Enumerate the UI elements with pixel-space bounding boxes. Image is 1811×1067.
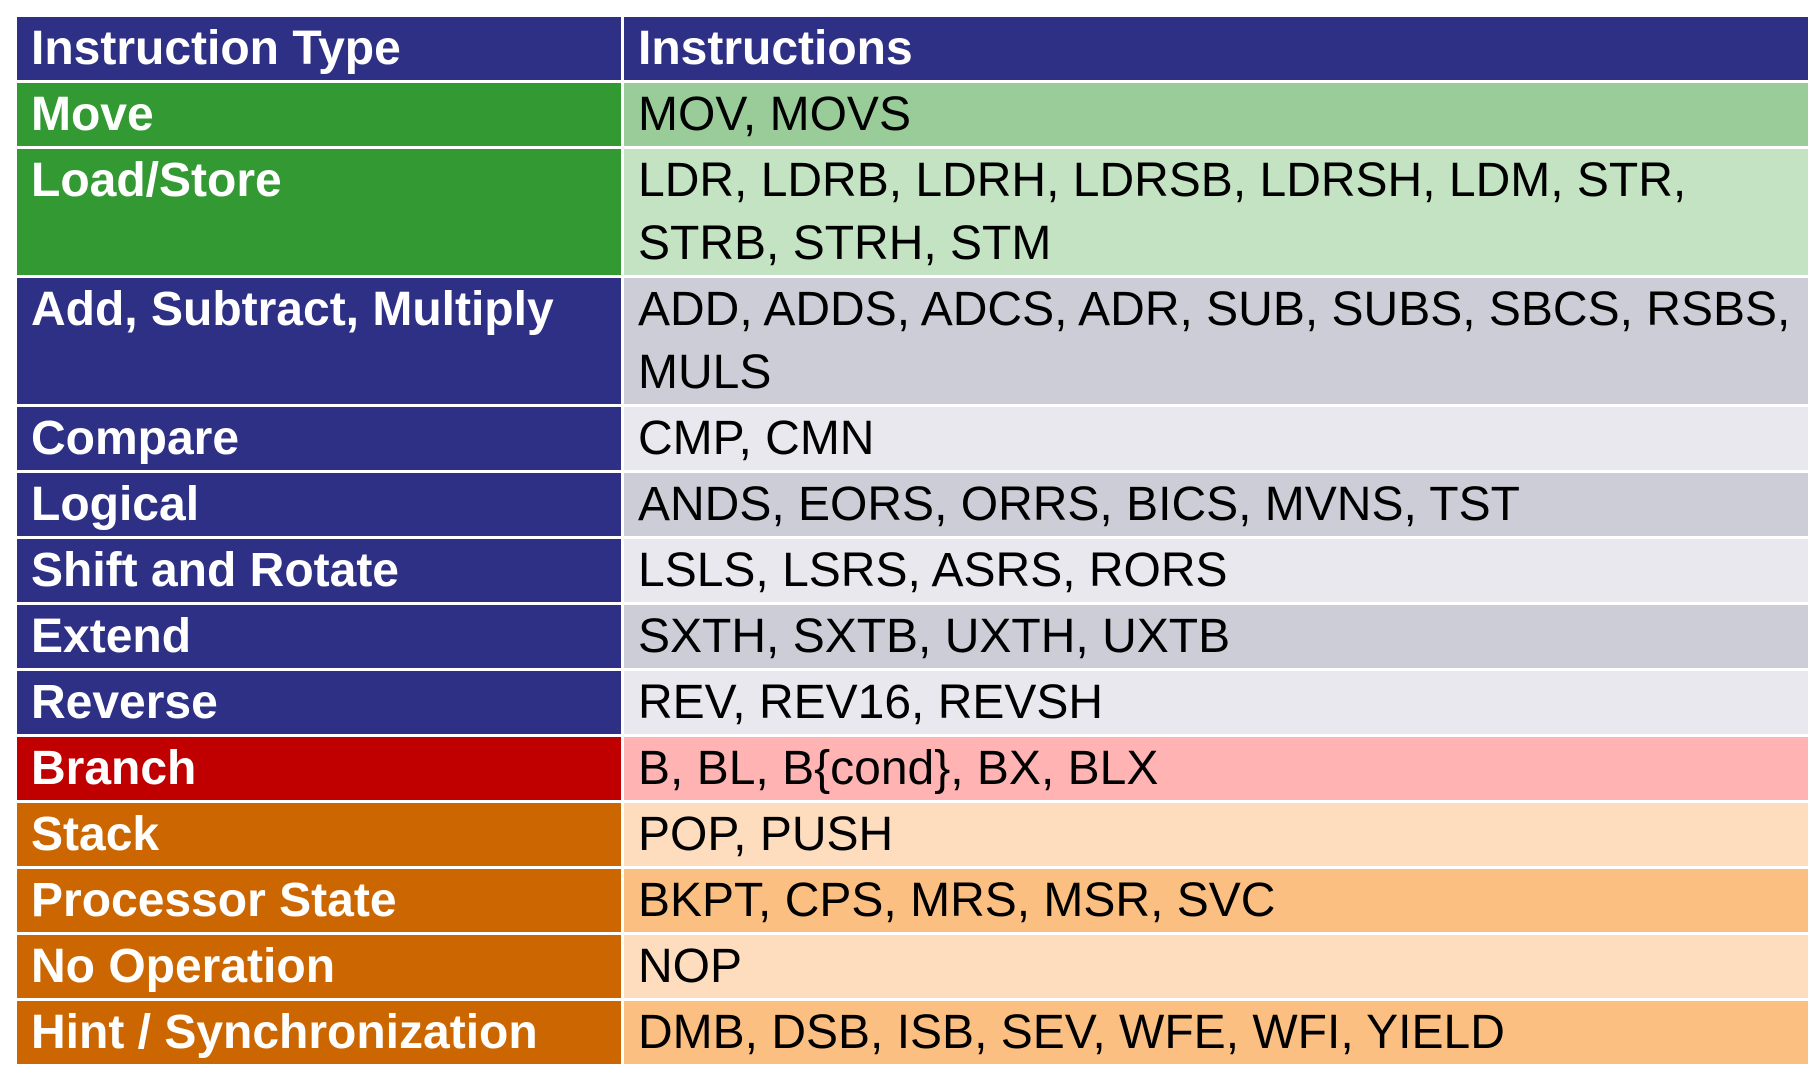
table-row: Add, Subtract, Multiply ADD, ADDS, ADCS, …	[14, 275, 1811, 407]
instructions-cell: DMB, DSB, ISB, SEV, WFE, WFI, YIELD	[621, 998, 1811, 1067]
instructions-cell: CMP, CMN	[621, 404, 1811, 473]
type-cell: Processor State	[14, 866, 624, 935]
instruction-table-container: Instruction Type Instructions Move MOV, M…	[14, 14, 1811, 1067]
instructions-cell: ANDS, EORS, ORRS, BICS, MVNS, TST	[621, 470, 1811, 539]
type-cell: Extend	[14, 602, 624, 671]
table-row: Compare CMP, CMN	[14, 404, 1811, 473]
header-instruction-type: Instruction Type	[14, 14, 624, 83]
instructions-cell: ADD, ADDS, ADCS, ADR, SUB, SUBS, SBCS, R…	[621, 275, 1811, 407]
table-row: Shift and Rotate LSLS, LSRS, ASRS, RORS	[14, 536, 1811, 605]
table-row: No Operation NOP	[14, 932, 1811, 1001]
table-row: Load/Store LDR, LDRB, LDRH, LDRSB, LDRSH,…	[14, 146, 1811, 278]
type-cell: Shift and Rotate	[14, 536, 624, 605]
table-row: Move MOV, MOVS	[14, 80, 1811, 149]
table-row: Logical ANDS, EORS, ORRS, BICS, MVNS, TST	[14, 470, 1811, 539]
header-instructions: Instructions	[621, 14, 1811, 83]
type-cell: Reverse	[14, 668, 624, 737]
table-row: Stack POP, PUSH	[14, 800, 1811, 869]
table-row: Branch B, BL, B{cond}, BX, BLX	[14, 734, 1811, 803]
type-cell: Stack	[14, 800, 624, 869]
instructions-cell: POP, PUSH	[621, 800, 1811, 869]
instructions-cell: NOP	[621, 932, 1811, 1001]
instructions-cell: LSLS, LSRS, ASRS, RORS	[621, 536, 1811, 605]
table-body: Move MOV, MOVS Load/Store LDR, LDRB, LDRH,…	[14, 80, 1811, 1067]
instructions-cell: BKPT, CPS, MRS, MSR, SVC	[621, 866, 1811, 935]
instructions-cell: MOV, MOVS	[621, 80, 1811, 149]
instructions-cell: LDR, LDRB, LDRH, LDRSB, LDRSH, LDM, STR,…	[621, 146, 1811, 278]
table-row: Processor State BKPT, CPS, MRS, MSR, SVC	[14, 866, 1811, 935]
type-cell: Compare	[14, 404, 624, 473]
type-cell: Hint / Synchronization	[14, 998, 624, 1067]
type-cell: No Operation	[14, 932, 624, 1001]
table-header-row: Instruction Type Instructions	[14, 14, 1811, 83]
instruction-table: Instruction Type Instructions Move MOV, M…	[14, 14, 1811, 1067]
table-row: Hint / Synchronization DMB, DSB, ISB, SEV…	[14, 998, 1811, 1067]
type-cell: Logical	[14, 470, 624, 539]
instructions-cell: B, BL, B{cond}, BX, BLX	[621, 734, 1811, 803]
table-row: Reverse REV, REV16, REVSH	[14, 668, 1811, 737]
type-cell: Add, Subtract, Multiply	[14, 275, 624, 407]
type-cell: Branch	[14, 734, 624, 803]
table-row: Extend SXTH, SXTB, UXTH, UXTB	[14, 602, 1811, 671]
type-cell: Move	[14, 80, 624, 149]
instructions-cell: REV, REV16, REVSH	[621, 668, 1811, 737]
type-cell: Load/Store	[14, 146, 624, 278]
instructions-cell: SXTH, SXTB, UXTH, UXTB	[621, 602, 1811, 671]
